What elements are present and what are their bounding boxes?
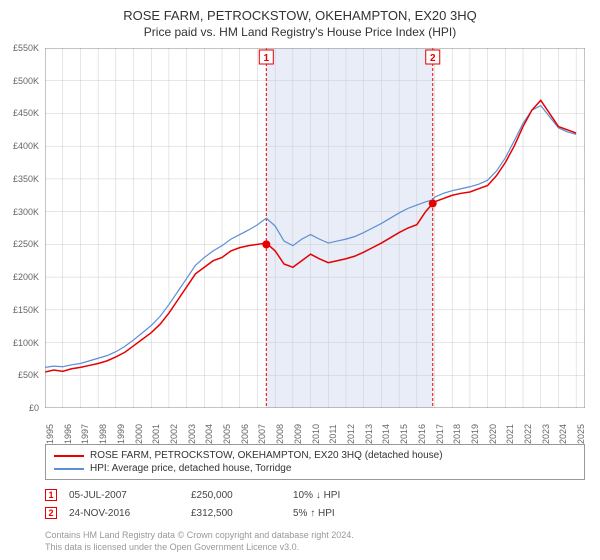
sale-2-pct: 5% ↑ HPI (293, 508, 393, 519)
x-tick-label: 2006 (240, 424, 250, 444)
sales-table: 1 05-JUL-2007 £250,000 10% ↓ HPI 2 24-NO… (45, 486, 585, 522)
x-tick-label: 2023 (541, 424, 551, 444)
x-tick-label: 2012 (346, 424, 356, 444)
x-tick-label: 2014 (381, 424, 391, 444)
legend-label-property: ROSE FARM, PETROCKSTOW, OKEHAMPTON, EX20… (90, 450, 443, 461)
chart-svg: 12 (45, 48, 585, 408)
x-tick-label: 2002 (169, 424, 179, 444)
svg-text:2: 2 (430, 53, 436, 64)
y-axis-labels: £0£50K£100K£150K£200K£250K£300K£350K£400… (0, 48, 42, 408)
legend-row-property: ROSE FARM, PETROCKSTOW, OKEHAMPTON, EX20… (54, 449, 576, 462)
x-tick-label: 2022 (523, 424, 533, 444)
chart-title: ROSE FARM, PETROCKSTOW, OKEHAMPTON, EX20… (0, 0, 600, 23)
svg-text:1: 1 (264, 53, 270, 64)
x-tick-label: 2005 (222, 424, 232, 444)
attribution-text: Contains HM Land Registry data © Crown c… (45, 530, 585, 553)
x-tick-label: 2015 (399, 424, 409, 444)
x-tick-label: 2020 (488, 424, 498, 444)
x-tick-label: 2019 (470, 424, 480, 444)
x-tick-label: 2016 (417, 424, 427, 444)
x-tick-label: 2011 (328, 424, 338, 443)
attribution-line1: Contains HM Land Registry data © Crown c… (45, 530, 585, 542)
x-tick-label: 2025 (576, 424, 586, 444)
legend-label-hpi: HPI: Average price, detached house, Torr… (90, 463, 291, 474)
legend-box: ROSE FARM, PETROCKSTOW, OKEHAMPTON, EX20… (45, 444, 585, 480)
x-tick-label: 2007 (257, 424, 267, 444)
y-tick-label: £550K (13, 43, 39, 53)
attribution-line2: This data is licensed under the Open Gov… (45, 542, 585, 554)
x-tick-label: 1996 (63, 424, 73, 444)
sale-row-1: 1 05-JUL-2007 £250,000 10% ↓ HPI (45, 486, 585, 504)
x-tick-label: 1999 (116, 424, 126, 444)
x-tick-label: 2010 (311, 424, 321, 444)
y-tick-label: £50K (18, 370, 39, 380)
y-tick-label: £0 (29, 403, 39, 413)
sale-1-price: £250,000 (191, 490, 281, 501)
x-tick-label: 1997 (80, 424, 90, 444)
x-tick-label: 2008 (275, 424, 285, 444)
y-tick-label: £200K (13, 272, 39, 282)
y-tick-label: £100K (13, 338, 39, 348)
sale-marker-2-icon: 2 (45, 507, 57, 519)
sale-1-pct: 10% ↓ HPI (293, 490, 393, 501)
x-tick-label: 2001 (151, 424, 161, 444)
y-tick-label: £400K (13, 141, 39, 151)
legend-swatch-hpi (54, 468, 84, 470)
x-tick-label: 1998 (98, 424, 108, 444)
sale-1-date: 05-JUL-2007 (69, 490, 179, 501)
x-tick-label: 2009 (293, 424, 303, 444)
x-tick-label: 2003 (187, 424, 197, 444)
x-tick-label: 2000 (134, 424, 144, 444)
chart-subtitle: Price paid vs. HM Land Registry's House … (0, 23, 600, 39)
x-tick-label: 2017 (435, 424, 445, 444)
x-tick-label: 2013 (364, 424, 374, 444)
y-tick-label: £350K (13, 174, 39, 184)
x-tick-label: 2004 (204, 424, 214, 444)
legend-swatch-property (54, 455, 84, 457)
sale-2-price: £312,500 (191, 508, 281, 519)
x-tick-label: 2018 (452, 424, 462, 444)
y-tick-label: £250K (13, 239, 39, 249)
x-axis-labels: 1995199619971998199920002001200220032004… (45, 410, 585, 440)
y-tick-label: £300K (13, 207, 39, 217)
chart-plot-area: 12 (45, 48, 585, 408)
sale-2-date: 24-NOV-2016 (69, 508, 179, 519)
y-tick-label: £500K (13, 76, 39, 86)
x-tick-label: 2021 (505, 424, 515, 444)
sale-marker-1-icon: 1 (45, 489, 57, 501)
sale-row-2: 2 24-NOV-2016 £312,500 5% ↑ HPI (45, 504, 585, 522)
legend-row-hpi: HPI: Average price, detached house, Torr… (54, 462, 576, 475)
y-tick-label: £450K (13, 108, 39, 118)
x-tick-label: 1995 (45, 424, 55, 444)
y-tick-label: £150K (13, 305, 39, 315)
x-tick-label: 2024 (558, 424, 568, 444)
chart-container: ROSE FARM, PETROCKSTOW, OKEHAMPTON, EX20… (0, 0, 600, 560)
